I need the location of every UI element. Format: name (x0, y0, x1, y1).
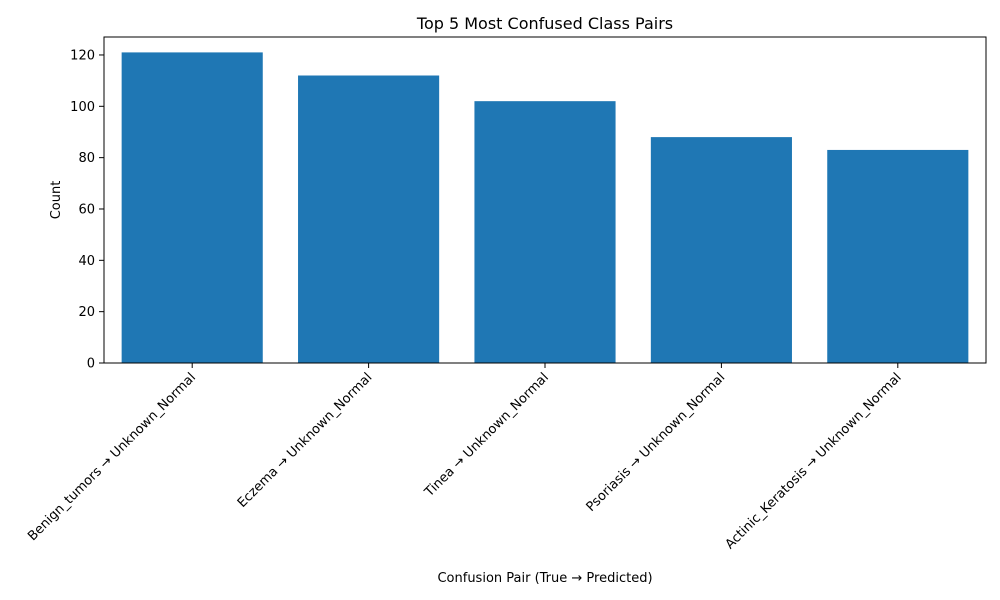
bar-2 (298, 75, 440, 363)
axes-frame (103, 36, 987, 364)
y-tick-label: 20 (78, 305, 95, 320)
chart-title: Top 5 Most Confused Class Pairs (416, 14, 673, 33)
y-tick-label: 80 (78, 151, 95, 166)
bar-1 (121, 52, 263, 364)
bar-3 (474, 101, 616, 364)
bar-5 (827, 149, 969, 363)
y-tick-label: 40 (78, 254, 95, 269)
y-tick-label: 120 (70, 48, 95, 63)
x-axis-label: Confusion Pair (True → Predicted) (437, 571, 652, 586)
bar-4 (650, 137, 792, 363)
y-tick-label: 0 (87, 357, 95, 372)
y-axis-label: Count (49, 181, 64, 220)
y-tick-label: 60 (78, 202, 95, 217)
y-tick-label: 100 (70, 100, 95, 115)
